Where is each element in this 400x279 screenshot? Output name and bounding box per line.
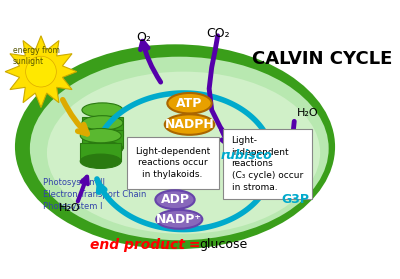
Polygon shape	[80, 143, 121, 161]
Ellipse shape	[165, 114, 214, 135]
Ellipse shape	[80, 154, 121, 169]
Text: ATP: ATP	[176, 97, 203, 110]
Text: end product: end product	[90, 238, 184, 252]
Circle shape	[26, 56, 56, 87]
Text: CO₂: CO₂	[207, 27, 230, 40]
Ellipse shape	[82, 129, 123, 143]
Text: energy from
sunlight: energy from sunlight	[13, 46, 60, 66]
FancyBboxPatch shape	[223, 129, 312, 199]
Ellipse shape	[167, 93, 212, 114]
Text: NADP⁺: NADP⁺	[156, 213, 202, 226]
FancyBboxPatch shape	[127, 137, 218, 189]
Text: CALVIN CYCLE: CALVIN CYCLE	[252, 50, 392, 68]
Ellipse shape	[47, 72, 320, 234]
Text: ADP: ADP	[160, 193, 190, 206]
Ellipse shape	[15, 44, 335, 249]
Polygon shape	[5, 36, 77, 107]
Ellipse shape	[80, 129, 121, 143]
Text: O₂: O₂	[136, 31, 151, 44]
Polygon shape	[82, 130, 123, 148]
Text: G3P: G3P	[282, 193, 310, 206]
Ellipse shape	[155, 190, 195, 209]
Ellipse shape	[30, 57, 329, 240]
Ellipse shape	[156, 210, 202, 229]
Text: Photosystem II
Electron Transport Chain
Photosystem I: Photosystem II Electron Transport Chain …	[43, 178, 146, 211]
Text: =: =	[184, 238, 205, 252]
Polygon shape	[82, 117, 123, 136]
Text: Light-dependent
reactions occur
in thylakoids.: Light-dependent reactions occur in thyla…	[135, 147, 210, 179]
Text: H₂O: H₂O	[297, 108, 319, 118]
Ellipse shape	[82, 141, 123, 156]
Ellipse shape	[82, 116, 123, 130]
Text: glucose: glucose	[199, 239, 247, 251]
Text: H₂O: H₂O	[59, 203, 81, 213]
Text: NADPH: NADPH	[165, 118, 214, 131]
Ellipse shape	[82, 103, 123, 117]
Text: rubisco: rubisco	[220, 149, 272, 162]
Text: Light-
independent
reactions
(C₃ cycle) occur
in stroma.: Light- independent reactions (C₃ cycle) …	[232, 136, 303, 192]
